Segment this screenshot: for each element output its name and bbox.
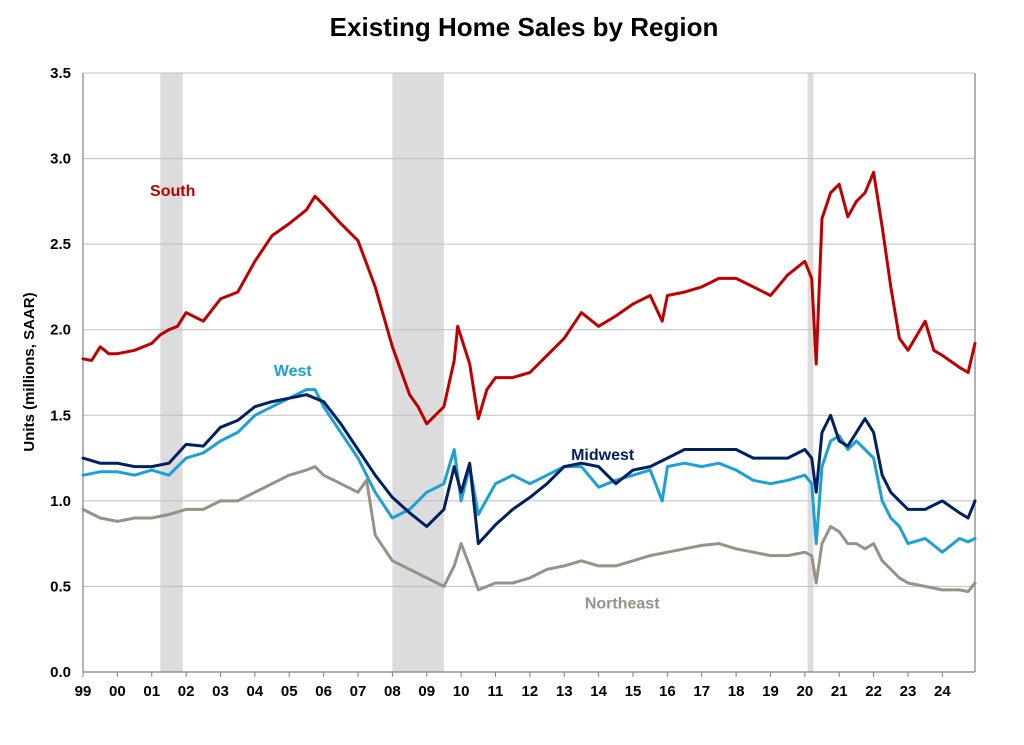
x-tick-label: 20 [797,683,814,700]
series-line-south [81,170,977,426]
x-tick-label: 10 [453,683,470,700]
x-tick-label: 13 [556,683,573,700]
y-tick-label: 0.5 [50,578,71,595]
x-tick-label: 99 [75,683,92,700]
x-tick-label: 05 [281,683,298,700]
x-tick-label: 12 [522,683,539,700]
x-tick-label: 24 [934,683,951,700]
x-tick-label: 02 [178,683,195,700]
x-tick-label: 09 [418,683,435,700]
y-axis-label: Units (millions, SAAR) [21,292,38,451]
recession-band-0 [160,73,183,672]
x-tick-label: 01 [143,683,160,700]
axes: 0.0 0.5 1.0 1.5 2.0 2.5 3.0 3.5 99 00 01 02 03 04 05 06… [50,65,976,700]
x-tick-label: 04 [247,683,264,700]
series-lines [81,170,977,594]
y-tick-label: 3.5 [50,65,71,82]
series-line-midwest [81,393,977,546]
series-line-northeast [81,465,977,594]
series-labels: South West Midwest Northeast [150,183,660,612]
chart-title: Existing Home Sales by Region [330,12,719,42]
series-line-west [81,388,977,554]
x-tick-label: 14 [590,683,607,700]
y-tick-label: 1.5 [50,407,71,424]
recession-bands [160,73,814,672]
recession-band-2 [807,73,814,672]
x-tick-label: 08 [384,683,401,700]
x-tick-label: 23 [900,683,917,700]
x-tick-label: 17 [693,683,710,700]
x-tick-label: 11 [488,683,504,700]
x-tick-label: 16 [659,683,676,700]
x-tick-label: 07 [350,683,367,700]
x-tick-label: 03 [212,683,229,700]
x-tick-label: 18 [728,683,745,700]
x-tick-label: 06 [315,683,332,700]
x-tick-label: 15 [625,683,642,700]
x-tick-label: 21 [831,683,848,700]
y-tick-label: 0.0 [50,664,71,681]
series-label-west: West [274,363,313,380]
y-tick-label: 3.0 [50,151,71,168]
series-label-south: South [150,183,195,200]
y-tick-label: 2.0 [50,322,71,339]
series-label-northeast: Northeast [585,596,660,613]
y-tick-label: 1.0 [50,493,71,510]
x-tick-label: 00 [109,683,126,700]
x-tick-label: 19 [762,683,779,700]
x-tick-label: 22 [865,683,882,700]
y-tick-label: 2.5 [50,236,71,253]
series-label-midwest: Midwest [571,447,635,464]
